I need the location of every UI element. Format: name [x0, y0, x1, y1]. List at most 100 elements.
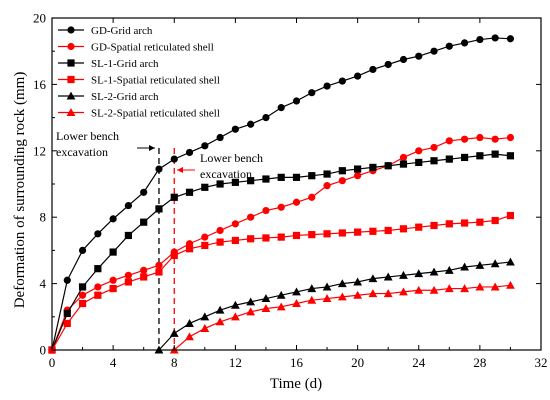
data-point: [354, 228, 362, 236]
data-point: [323, 230, 331, 238]
y-tick-label: 12: [33, 143, 46, 158]
data-point: [292, 173, 301, 181]
data-point: [460, 219, 469, 227]
data-point: [308, 172, 316, 180]
data-point: [185, 245, 194, 253]
data-point: [94, 291, 102, 299]
data-point: [155, 261, 163, 269]
data-point: [140, 218, 148, 226]
data-point: [338, 177, 346, 185]
data-point: [429, 285, 439, 294]
data-point: [353, 290, 363, 299]
data-point: [476, 133, 484, 142]
data-point: [246, 307, 256, 316]
x-tick-label: 0: [49, 355, 56, 370]
legend-entry-label: SL-2-Grid arch: [91, 91, 159, 103]
data-point: [231, 178, 239, 186]
data-point: [429, 267, 439, 276]
data-point: [109, 248, 117, 256]
data-point: [338, 167, 346, 175]
data-point: [491, 216, 499, 225]
data-point: [124, 231, 133, 240]
data-point: [430, 47, 438, 55]
y-tick-label: 8: [40, 210, 47, 225]
data-point: [215, 317, 225, 326]
data-point: [322, 282, 332, 291]
data-point: [185, 148, 194, 157]
data-point: [247, 213, 255, 221]
data-point: [415, 147, 423, 155]
data-point: [384, 162, 392, 170]
data-point: [230, 312, 240, 321]
data-point: [292, 299, 301, 308]
data-point: [216, 180, 224, 188]
data-point: [430, 143, 438, 152]
data-point: [140, 188, 148, 196]
data-point: [200, 312, 210, 321]
x-tick-label: 8: [171, 355, 178, 370]
data-point: [354, 165, 362, 173]
data-point: [445, 220, 453, 228]
data-point: [490, 259, 500, 268]
x-tick-label: 28: [473, 355, 486, 370]
data-point: [415, 223, 423, 231]
data-point: [506, 211, 515, 220]
data-point: [276, 290, 286, 299]
data-point: [78, 246, 87, 254]
data-point: [94, 230, 102, 238]
annotation-arrow-head: [149, 145, 155, 151]
y-tick-label: 4: [40, 276, 47, 291]
data-point: [216, 133, 224, 142]
data-point: [170, 155, 178, 163]
data-point: [323, 182, 331, 190]
data-point: [460, 284, 469, 293]
data-point: [185, 319, 194, 327]
axes-layer: 0 4 8 12 16 20 24 28 32 0 4 8 12 16 20: [33, 11, 548, 371]
data-point: [308, 231, 316, 239]
data-point: [491, 34, 499, 42]
data-point: [215, 305, 225, 314]
data-point: [277, 104, 285, 112]
y-tick-label: 16: [33, 77, 47, 92]
data-point: [292, 97, 301, 105]
data-point: [261, 294, 271, 303]
data-point: [506, 133, 515, 142]
data-point: [247, 235, 255, 243]
legend-entry-label: GD-Grid arch: [91, 25, 153, 37]
data-point: [262, 114, 270, 122]
data-point: [476, 218, 484, 226]
data-point: [308, 89, 316, 97]
data-point: [338, 229, 346, 237]
data-point: [292, 287, 301, 296]
series-layer: [48, 34, 515, 354]
data-point: [506, 35, 515, 43]
data-point: [277, 173, 285, 181]
x-tick-label: 32: [535, 355, 548, 370]
data-point: [185, 188, 194, 196]
data-point: [216, 238, 224, 246]
data-point: [323, 170, 331, 178]
data-point: [460, 153, 469, 162]
data-point: [231, 220, 239, 228]
data-point: [63, 319, 71, 328]
data-point: [384, 60, 392, 69]
data-point: [445, 42, 453, 50]
y-axis-title: Deformation of surrounding rock (mm): [12, 72, 28, 309]
data-point: [475, 260, 485, 269]
data-point: [216, 226, 224, 235]
data-point: [262, 175, 270, 183]
legend-entry-label: SL-2-Spatial reticulated shell: [91, 108, 220, 120]
legend-entry-label: SL-1-Spatial reticulated shell: [91, 75, 220, 87]
data-point: [109, 284, 117, 293]
data-point: [415, 158, 423, 167]
data-point: [476, 152, 484, 160]
data-point: [63, 276, 71, 284]
data-point: [323, 82, 331, 90]
data-point: [261, 304, 271, 313]
data-point: [445, 155, 453, 163]
data-point: [308, 193, 316, 201]
data-point: [277, 203, 285, 211]
data-point: [307, 295, 317, 304]
